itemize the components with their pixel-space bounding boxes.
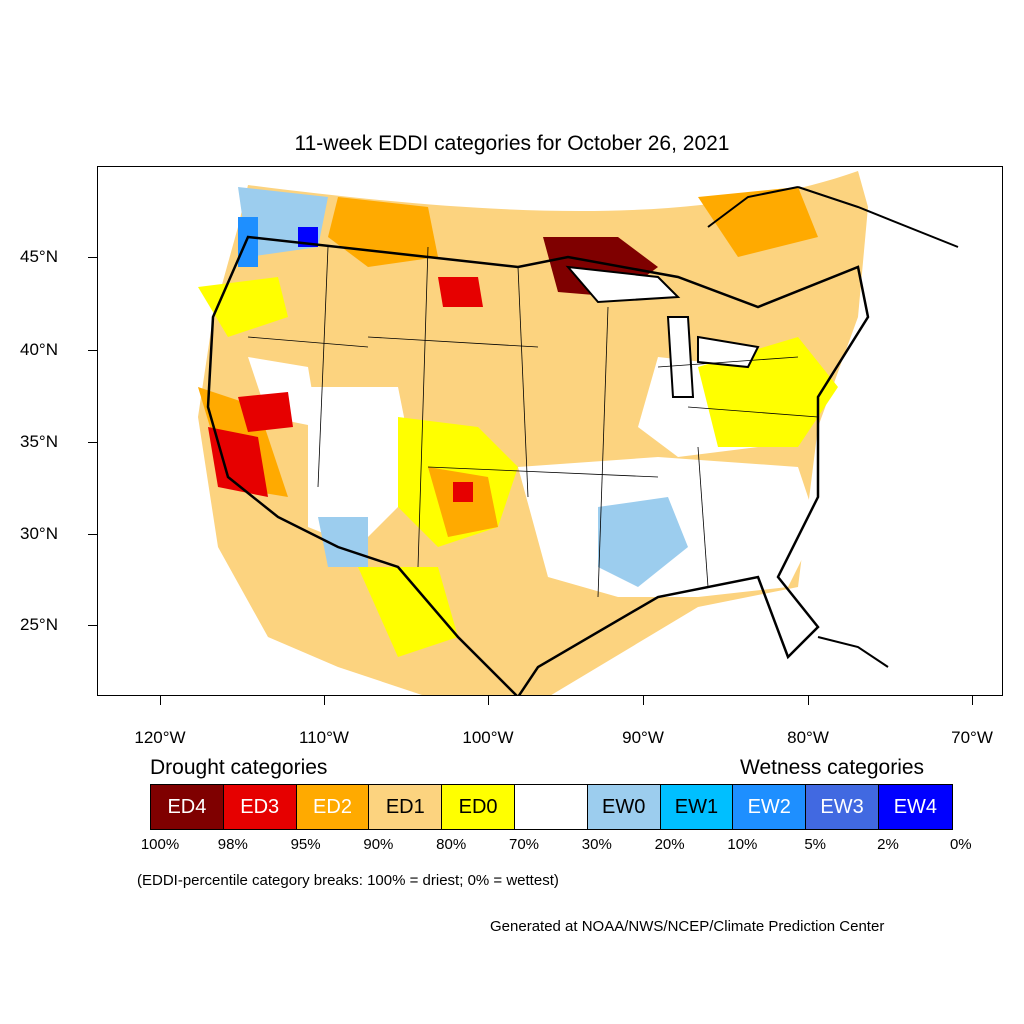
map-title: 11-week EDDI categories for October 26, … bbox=[294, 132, 730, 155]
legend-break-label: 95% bbox=[290, 836, 321, 853]
credit-line: Generated at NOAA/NWS/NCEP/Climate Predi… bbox=[490, 918, 885, 935]
lon-tick bbox=[808, 696, 809, 705]
eddi-map bbox=[97, 166, 1003, 696]
legend-swatch-ed4: ED4 bbox=[151, 785, 224, 829]
lon-tick bbox=[972, 696, 973, 705]
legend-break-label: 0% bbox=[949, 836, 972, 853]
lat-label-35: 35°N bbox=[20, 432, 58, 451]
lat-tick bbox=[88, 442, 97, 443]
category-note: (EDDI-percentile category breaks: 100% =… bbox=[137, 872, 559, 889]
lon-tick bbox=[488, 696, 489, 705]
legend-swatch-ed0: ED0 bbox=[442, 785, 515, 829]
lat-tick bbox=[88, 534, 97, 535]
legend-swatch-ed2: ED2 bbox=[296, 785, 370, 829]
lat-tick bbox=[88, 625, 97, 626]
lat-tick bbox=[88, 350, 97, 351]
legend-break-label: 70% bbox=[508, 836, 540, 853]
lon-tick bbox=[160, 696, 161, 705]
drought-heading: Drought categories bbox=[150, 756, 328, 779]
legend-swatch-ew2: EW2 bbox=[733, 785, 807, 829]
legend-swatch-ew0: EW0 bbox=[587, 785, 661, 829]
lon-label-80: 80°W bbox=[787, 728, 829, 747]
legend-break-label: 30% bbox=[581, 836, 612, 853]
us-outline bbox=[206, 235, 870, 695]
lat-tick bbox=[88, 257, 97, 258]
legend-break-label: 98% bbox=[217, 836, 248, 853]
legend-break-label: 20% bbox=[654, 836, 685, 853]
legend-swatch-normal bbox=[514, 785, 588, 829]
state-lines bbox=[247, 246, 819, 598]
lat-label-45: 45°N bbox=[20, 247, 58, 266]
lon-label-120: 120°W bbox=[134, 728, 186, 747]
legend-swatch-ew1: EW1 bbox=[660, 785, 734, 829]
legend-bar: ED4 ED3 ED2 ED1 ED0 EW0 EW1 EW2 EW3 EW4 bbox=[150, 784, 953, 830]
lat-label-30: 30°N bbox=[20, 524, 58, 543]
lon-tick bbox=[643, 696, 644, 705]
lon-label-100: 100°W bbox=[462, 728, 514, 747]
legend-swatch-ew4: EW4 bbox=[878, 785, 952, 829]
lon-tick bbox=[324, 696, 325, 705]
lon-label-90: 90°W bbox=[622, 728, 664, 747]
legend-break-label: 90% bbox=[363, 836, 394, 853]
legend-swatch-ed1: ED1 bbox=[369, 785, 443, 829]
lat-label-25: 25°N bbox=[20, 615, 58, 634]
legend-break-label: 80% bbox=[436, 836, 467, 853]
legend-break-label: 100% bbox=[140, 836, 180, 853]
legend-swatch-ed3: ED3 bbox=[223, 785, 297, 829]
lon-label-70: 70°W bbox=[951, 728, 993, 747]
legend-break-label: 2% bbox=[877, 836, 899, 853]
wetness-heading: Wetness categories bbox=[740, 756, 925, 779]
legend-break-label: 10% bbox=[727, 836, 758, 853]
legend-break-label: 5% bbox=[804, 836, 827, 853]
lon-label-110: 110°W bbox=[299, 728, 349, 747]
legend-swatch-ew3: EW3 bbox=[806, 785, 879, 829]
lat-label-40: 40°N bbox=[20, 340, 58, 359]
